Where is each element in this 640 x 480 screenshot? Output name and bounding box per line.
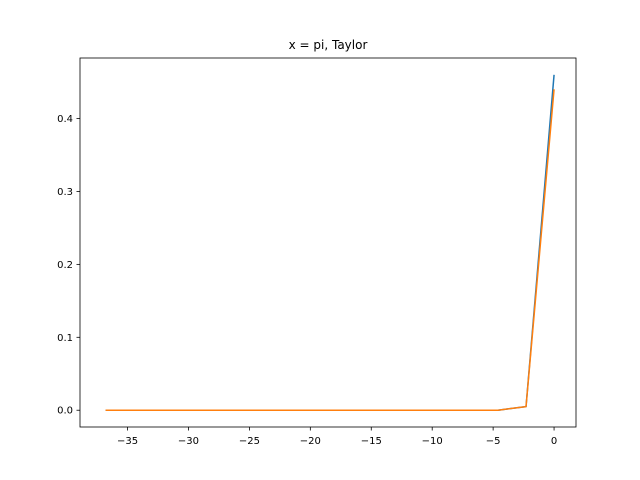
x-tick-label: −20 xyxy=(300,436,321,447)
y-tick-label: 0.3 xyxy=(57,187,73,198)
chart-title: x = pi, Taylor xyxy=(289,38,368,52)
x-tick-label: −10 xyxy=(422,436,443,447)
x-tick-label: −15 xyxy=(361,436,382,447)
plot-area xyxy=(105,74,555,411)
x-tick-label: −35 xyxy=(117,436,138,447)
x-tick-label: −25 xyxy=(239,436,260,447)
y-tick-label: 0.1 xyxy=(57,333,73,344)
y-tick-label: 0.2 xyxy=(57,260,73,271)
y-tick-label: 0.0 xyxy=(57,406,73,417)
series-line-2 xyxy=(105,89,555,411)
y-tick-label: 0.4 xyxy=(57,114,73,125)
x-tick-label: −30 xyxy=(178,436,199,447)
x-tick-label: 0 xyxy=(551,436,557,447)
x-tick-label: −5 xyxy=(486,436,501,447)
axes-frame xyxy=(79,57,577,428)
